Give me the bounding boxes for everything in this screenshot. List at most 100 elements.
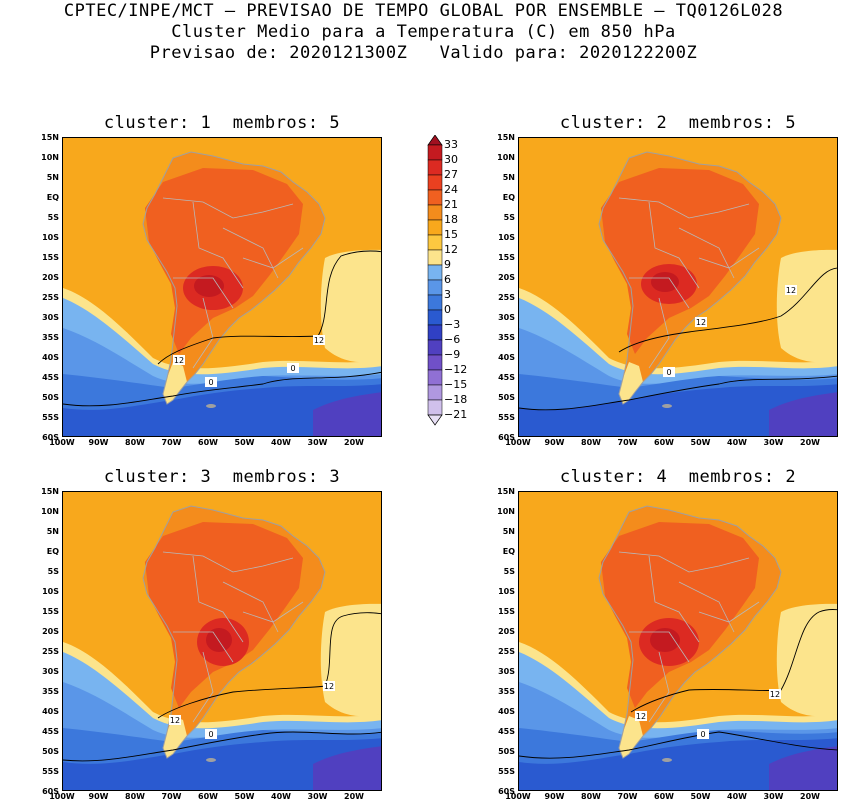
patagonia-cool-area [619,716,643,758]
lat-tick-label: 55S [42,413,59,422]
lon-tick-label: 50W [234,792,255,801]
lat-tick-label: 15S [42,253,59,262]
lat-tick-label: 20S [498,627,515,636]
lat-tick-label: 50S [42,393,59,402]
country-border [648,201,700,289]
lon-tick-label: 80W [581,792,601,801]
colorbar-segment [427,189,443,206]
panel-4-map: 12 12 0 [518,491,838,791]
lon-tick-label: 80W [581,438,601,447]
lat-tick-label: 30S [42,667,59,676]
colorbar-label: −9 [444,348,461,361]
continent-coastline [598,505,782,759]
continent-hot-area [601,168,759,354]
continent-hot-area [145,168,303,354]
panel-3-title: cluster: 3 membros: 3 [103,467,341,487]
lat-tick-label: 35S [42,687,59,696]
country-border [173,631,234,663]
lat-tick-label: 10N [497,153,515,162]
contour-label-text: 12 [324,682,334,691]
continent-coastline [142,151,326,405]
lon-tick-label: 60W [198,792,218,801]
contour-label-text: 12 [170,716,180,725]
lat-tick-label: 15S [498,607,515,616]
country-border [222,227,279,279]
colorbar-label: 24 [444,183,458,196]
lon-tick-label: 20W [800,792,820,801]
lat-tick-label: 35S [42,333,59,342]
contour-label: 12 [695,317,707,327]
continent-peak-area [206,628,232,652]
lat-tick-label: 30S [498,667,515,676]
contour-label: 12 [323,681,335,691]
falkland-islands [662,758,672,762]
lon-tick-label: 30W [763,438,784,447]
lat-tick-label: 10S [42,233,59,242]
colorbar-segment [427,384,443,401]
contour-label: 12 [635,711,647,721]
lat-tick-label: 10N [41,153,59,162]
country-border [162,551,294,573]
colorbar-label: 0 [444,303,451,316]
lat-tick-label: 60S [498,433,515,442]
lon-tick-label: 50W [234,438,255,447]
lat-tick-label: 40S [498,353,515,362]
colorbar-segment [427,399,443,416]
colorbar-segment [427,354,443,371]
lon-tick-label: 70W [617,438,638,447]
country-border [222,581,279,633]
lat-tick-label: 15S [498,253,515,262]
country-border [162,197,294,219]
temperature-band [63,384,381,436]
lon-tick-label: 70W [161,438,182,447]
contour-label-text: 12 [314,336,324,345]
country-border [618,551,750,573]
header-line-2: Cluster Medio para a Temperatura (C) em … [171,22,676,42]
country-border [648,651,670,723]
lon-tick-label: 80W [125,792,145,801]
lat-tick-label: 15S [42,607,59,616]
lat-tick-label: 25S [498,647,515,656]
continent-peak-area [194,275,224,297]
colorbar-segment [427,249,443,266]
lat-tick-label: 30S [498,313,515,322]
colorbar-label: 15 [444,228,458,241]
lon-tick-label: 100W [49,438,75,447]
temperature-band [769,392,837,436]
temperature-band [519,738,837,790]
colorbar-segment [427,279,443,296]
contour-label-text: 0 [700,730,705,739]
lat-tick-label: 50S [42,747,59,756]
country-border [192,555,244,643]
continent-hot-area [601,522,759,708]
contour-label-text: 12 [174,356,184,365]
lat-tick-label: 5S [47,213,59,222]
lat-tick-label: 45S [498,727,515,736]
contour-0 [63,371,381,407]
colorbar-segment [427,219,443,236]
contour-label: 0 [663,367,675,377]
lat-tick-label: 30S [42,313,59,322]
contour-label-text: 0 [208,730,213,739]
continent-coastline [142,505,326,759]
colorbar-segment [427,294,443,311]
lat-tick-label: 20S [42,627,59,636]
colorbar-segment [427,309,443,326]
contour-label: 12 [785,285,797,295]
lat-tick-label: 5N [46,173,59,182]
colorbar-segment [427,369,443,386]
lat-tick-label: 25S [42,293,59,302]
lon-tick-label: 70W [617,792,638,801]
colorbar-label: 3 [444,288,451,301]
lon-tick-label: 100W [505,438,531,447]
country-border [618,197,750,219]
lon-tick-label: 20W [344,438,364,447]
lat-tick-label: 15N [41,133,59,142]
colorbar-label: 12 [444,243,458,256]
temperature-band [776,249,837,363]
lat-tick-label: 10S [42,587,59,596]
lon-tick-label: 70W [161,792,182,801]
colorbar-label: 21 [444,198,458,211]
lat-tick-label: 5S [503,567,515,576]
lon-tick-label: 50W [690,438,711,447]
